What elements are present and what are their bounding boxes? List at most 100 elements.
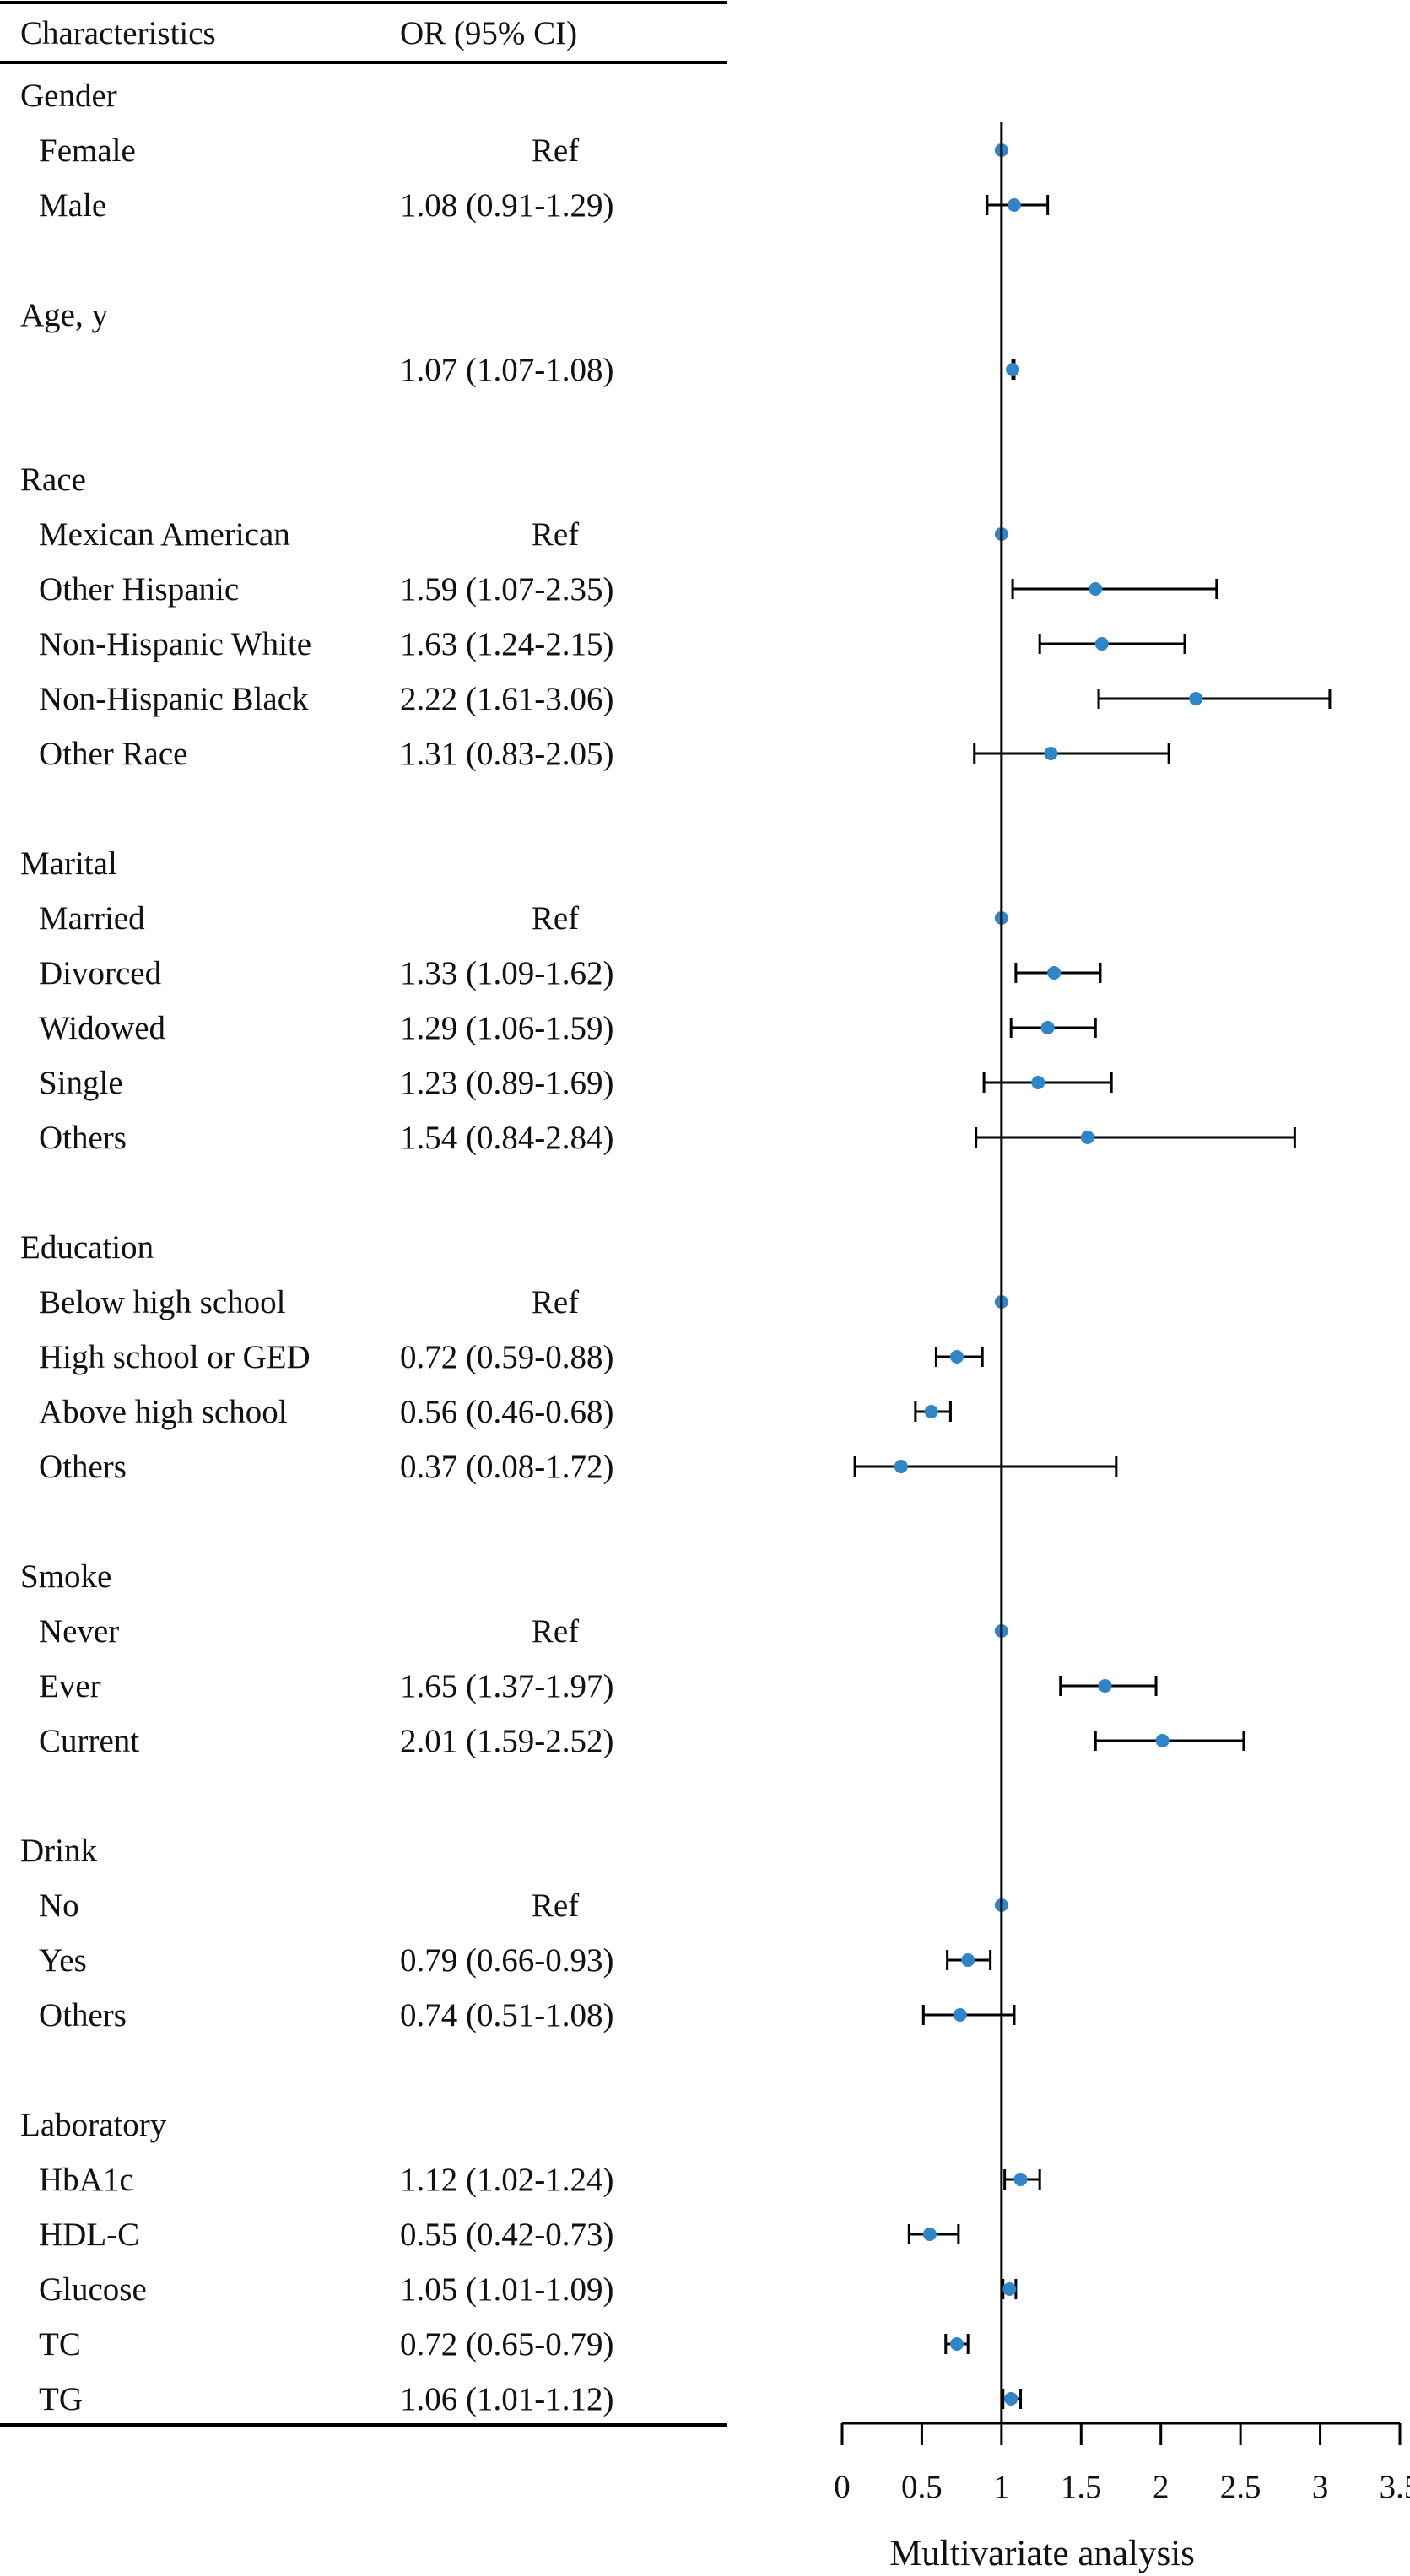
row-label: TC	[39, 2326, 81, 2363]
or-point	[922, 2228, 937, 2241]
row-label: Mexican American	[39, 516, 290, 553]
or-point	[1002, 2282, 1017, 2296]
or-point	[1155, 1734, 1170, 1747]
row-label: HbA1c	[39, 2162, 134, 2198]
or-point	[949, 1350, 964, 1364]
or-point	[924, 1405, 938, 1418]
row-label: Divorced	[39, 955, 162, 991]
or-point	[961, 1953, 975, 1967]
row-label: Single	[39, 1065, 123, 1101]
row-label: Non-Hispanic Black	[39, 681, 309, 717]
or-point	[1094, 637, 1109, 651]
group-label: Age, y	[20, 297, 108, 333]
row-label: Female	[39, 132, 136, 169]
group-label: Gender	[20, 78, 117, 114]
row-label: High school or GED	[39, 1339, 311, 1375]
row-label: Male	[39, 187, 106, 224]
x-axis-title: Multivariate analysis	[889, 2534, 1195, 2573]
row-label: Yes	[39, 1942, 87, 1979]
or-ci-text: 1.63 (1.24-2.15)	[400, 626, 613, 662]
or-ci-text: 0.37 (0.08-1.72)	[400, 1449, 613, 1485]
group-label: Laboratory	[20, 2107, 167, 2143]
or-ci-text: 2.01 (1.59-2.52)	[400, 1723, 613, 1759]
or-ci-text: 0.72 (0.65-0.79)	[400, 2326, 613, 2363]
or-ci-text: 1.33 (1.09-1.62)	[400, 955, 613, 991]
row-label: Other Hispanic	[39, 571, 239, 608]
or-ci-text: 0.79 (0.66-0.93)	[400, 1942, 613, 1979]
reference-label: Ref	[532, 516, 579, 553]
header-or-ci: OR (95% CI)	[400, 15, 577, 51]
or-point	[1047, 966, 1062, 980]
row-label: Married	[39, 900, 145, 937]
x-tick-label: 0.5	[901, 2469, 943, 2505]
reference-label: Ref	[532, 900, 579, 937]
row-label: HDL-C	[39, 2217, 139, 2253]
row-label: Others	[39, 1120, 127, 1156]
group-label: Race	[20, 462, 86, 498]
row-label: Others	[39, 1449, 127, 1485]
group-label: Smoke	[20, 1558, 111, 1595]
row-label: Never	[39, 1613, 119, 1650]
or-point	[1031, 1076, 1045, 1089]
reference-label: Ref	[532, 1887, 579, 1924]
or-point	[1040, 1021, 1055, 1034]
or-point	[1007, 198, 1021, 212]
or-ci-text: 1.31 (0.83-2.05)	[400, 736, 613, 772]
x-tick-label: 1	[993, 2469, 1010, 2505]
row-label: TG	[39, 2381, 83, 2417]
or-ci-text: 0.72 (0.59-0.88)	[400, 1339, 613, 1375]
or-ci-text: 1.54 (0.84-2.84)	[400, 1120, 613, 1156]
or-ci-text: 1.08 (0.91-1.29)	[400, 187, 613, 224]
row-label: Ever	[39, 1668, 101, 1704]
row-label: No	[39, 1887, 79, 1924]
reference-label: Ref	[532, 1284, 579, 1320]
or-ci-text: 1.29 (1.06-1.59)	[400, 1010, 613, 1046]
x-axis: Multivariate analysis 0 0.5 1 1.5 2 2.5 3 3.5	[834, 2422, 1410, 2573]
or-point	[1006, 363, 1020, 376]
or-point	[1044, 747, 1058, 760]
reference-label: Ref	[532, 1613, 579, 1650]
row-label: Current	[39, 1723, 139, 1759]
row-label: Widowed	[39, 1010, 166, 1046]
x-tick-label: 2.5	[1220, 2469, 1261, 2505]
group-label: Marital	[20, 845, 117, 882]
row-label: Others	[39, 1997, 127, 2033]
x-tick-label: 1.5	[1061, 2469, 1102, 2505]
x-tick-label: 3.5	[1380, 2469, 1410, 2505]
or-ci-text: 1.06 (1.01-1.12)	[400, 2381, 613, 2417]
or-ci-text: 1.07 (1.07-1.08)	[400, 352, 613, 388]
or-ci-text: 0.56 (0.46-0.68)	[400, 1394, 613, 1430]
reference-label: Ref	[532, 132, 579, 169]
or-ci-text: 1.59 (1.07-2.35)	[400, 571, 613, 608]
or-point	[1013, 2173, 1028, 2186]
x-tick-label: 0	[834, 2469, 851, 2505]
plot-area	[853, 122, 1332, 2423]
row-label: Non-Hispanic White	[39, 626, 311, 662]
group-label: Education	[20, 1229, 154, 1266]
or-point	[1189, 692, 1203, 705]
or-ci-text: 1.05 (1.01-1.09)	[400, 2271, 613, 2308]
row-label: Below high school	[39, 1284, 286, 1320]
table-rows: Gender Female Ref Male 1.08 (0.91-1.29) Age, …	[20, 78, 613, 2417]
row-label: Glucose	[39, 2271, 147, 2308]
or-point	[1089, 582, 1103, 596]
x-tick-label: 2	[1153, 2469, 1170, 2505]
or-point	[953, 2008, 967, 2022]
or-point	[894, 1460, 908, 1473]
group-label: Drink	[20, 1833, 97, 1869]
or-point	[949, 2337, 964, 2351]
or-point	[1080, 1131, 1094, 1144]
or-point	[1098, 1679, 1112, 1693]
or-ci-text: 0.74 (0.51-1.08)	[400, 1997, 613, 2033]
header-characteristics: Characteristics	[20, 15, 216, 51]
or-ci-text: 0.55 (0.42-0.73)	[400, 2217, 613, 2253]
or-ci-text: 1.65 (1.37-1.97)	[400, 1668, 613, 1704]
or-ci-text: 1.23 (0.89-1.69)	[400, 1065, 613, 1101]
or-point	[1004, 2392, 1018, 2406]
or-ci-text: 2.22 (1.61-3.06)	[400, 681, 613, 717]
or-ci-text: 1.12 (1.02-1.24)	[400, 2162, 613, 2198]
x-tick-label: 3	[1312, 2469, 1329, 2505]
row-label: Other Race	[39, 736, 188, 772]
row-label: Above high school	[39, 1394, 288, 1430]
